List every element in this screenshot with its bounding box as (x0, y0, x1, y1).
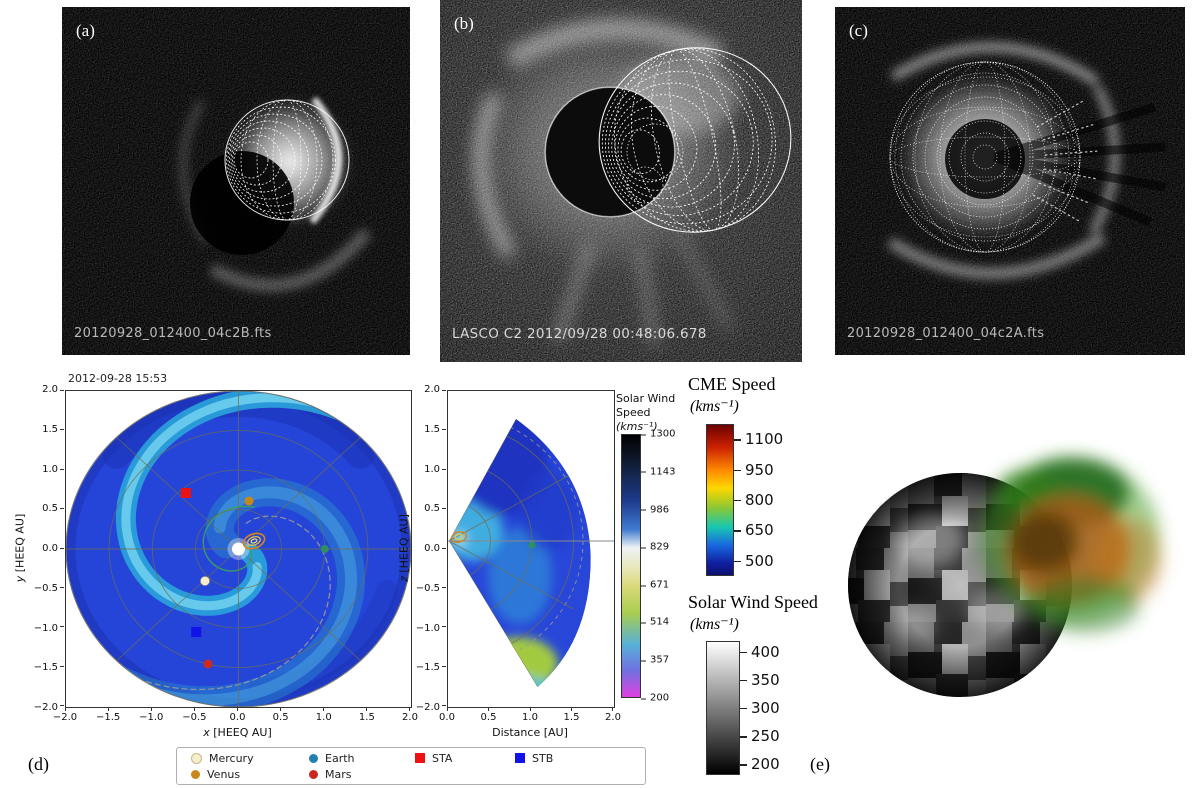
panel-caption-a: 20120928_012400_04c2B.fts (74, 326, 272, 341)
stb-marker-icon (515, 753, 525, 763)
wind-wedge (449, 419, 591, 687)
heliosphere-xz-plot (447, 390, 615, 708)
xy-x-ticklabels: −2.0 −1.5 −1.0 −0.5 0.0 0.5 1.0 1.5 2.0 (52, 712, 418, 723)
coronagraph-panel-c: (c) 20120928_012400_04c2A.fts (835, 7, 1185, 355)
heliosphere-xy-plot (65, 390, 412, 708)
xy-y-tickmarks (60, 390, 64, 706)
legend-item-venus: Venus (191, 768, 309, 781)
hatch-fan (1032, 99, 1100, 222)
panel-caption-b: LASCO C2 2012/09/28 00:48:06.678 (452, 326, 707, 342)
cme-speed-colorbar-title: CME Speed (688, 374, 776, 394)
cme-wireframe-mesh (224, 99, 350, 221)
render-3d-panel (830, 400, 1200, 750)
mars-marker (203, 659, 213, 669)
plot-timestamp: 2012-09-28 15:53 (68, 372, 168, 385)
xy-y-ticklabels: 2.0 1.5 1.0 0.5 0.0 −0.5 −1.0 −1.5 −2.0 (33, 384, 58, 713)
panel-label-c: (c) (849, 21, 868, 40)
xy-y-axis-label: y [HEEQ AU] (13, 513, 27, 583)
wind-map-colorbar (621, 434, 641, 698)
plot-markers (181, 488, 329, 669)
wind-3d-colorbar-title: Solar Wind Speed (688, 592, 818, 612)
legend-item-mercury: Mercury (191, 752, 309, 765)
legend-item-mars: Mars (309, 768, 415, 781)
heliosphere-xz-canvas (448, 419, 614, 687)
wind-3d-colorbar (706, 641, 740, 775)
render-3d-canvas (848, 456, 1162, 697)
panel-caption-c: 20120928_012400_04c2A.fts (847, 326, 1045, 341)
coronagraph-panel-b: (b) LASCO C2 2012/09/28 00:48:06.678 (440, 0, 802, 362)
cme-contour (242, 532, 266, 550)
stb-marker (191, 627, 202, 637)
xz-y-axis-label: z [HEEQ AU] (397, 514, 411, 582)
occulter-ring (544, 86, 676, 218)
cme-flux-rope-3d (980, 456, 1162, 633)
earth-marker (528, 541, 536, 549)
venus-marker-icon (191, 769, 200, 779)
legend-item-sta: STA (415, 752, 515, 765)
legend: Mercury Venus Earth Mars STA STB (176, 747, 646, 785)
occulter-disk (546, 88, 674, 216)
cme-contour (450, 531, 468, 543)
mercury-marker-icon (191, 752, 202, 764)
coronagraph-panel-a: (a) 20120928_012400_04c2B.fts (62, 7, 410, 355)
mars-marker-icon (309, 769, 318, 779)
panel-label-e: (e) (810, 754, 830, 774)
xy-x-tickmarks (65, 707, 410, 711)
coronagraph-image-a (62, 7, 410, 355)
legend-item-earth: Earth (309, 752, 415, 765)
panel-label-b: (b) (454, 14, 474, 33)
legend-item-stb: STB (515, 752, 615, 765)
wind-map-colorbar-ticks: 1300 1143 986 829 671 514 357 200 (641, 429, 681, 704)
sta-marker-icon (415, 753, 425, 763)
coronagraph-image-b (440, 0, 802, 362)
wind-map-colorbar-title: Solar Wind Speed (kms⁻¹) (616, 392, 676, 433)
cme-speed-colorbar (706, 424, 734, 576)
panel-label-d: (d) (28, 754, 49, 774)
wind-3d-colorbar-ticks: 400 350 300 250 200 (740, 641, 792, 775)
panel-label-a: (a) (76, 21, 95, 40)
xz-y-tickmarks (442, 390, 446, 706)
earth-marker-icon (309, 753, 318, 763)
xz-x-tickmarks (447, 707, 613, 711)
xy-x-axis-label: x [HEEQ AU] (203, 726, 272, 739)
venus-marker (244, 496, 254, 506)
sun-marker (232, 542, 245, 556)
xz-x-axis-label: Distance [AU] (492, 726, 568, 739)
earth-marker (320, 545, 329, 553)
wind-3d-colorbar-unit: (kms⁻¹) (690, 616, 739, 633)
coronagraph-image-c (835, 7, 1185, 355)
xz-y-ticklabels: 2.0 1.5 1.0 0.5 0.0 −0.5 −1.0 −1.5 −2.0 (415, 384, 440, 713)
occulter-shadow (945, 119, 1025, 199)
sta-marker (181, 488, 191, 498)
occulter-shadow (190, 151, 294, 255)
heliosphere-xy-canvas (65, 390, 412, 708)
xz-x-ticklabels: 0.0 0.5 1.0 1.5 2.0 (439, 712, 621, 723)
cme-wireframe-mesh (889, 61, 1081, 253)
cme-speed-colorbar-unit: (kms⁻¹) (690, 398, 739, 415)
mercury-marker (200, 576, 210, 586)
cme-speed-colorbar-ticks: 1100 950 800 650 500 (734, 424, 786, 576)
